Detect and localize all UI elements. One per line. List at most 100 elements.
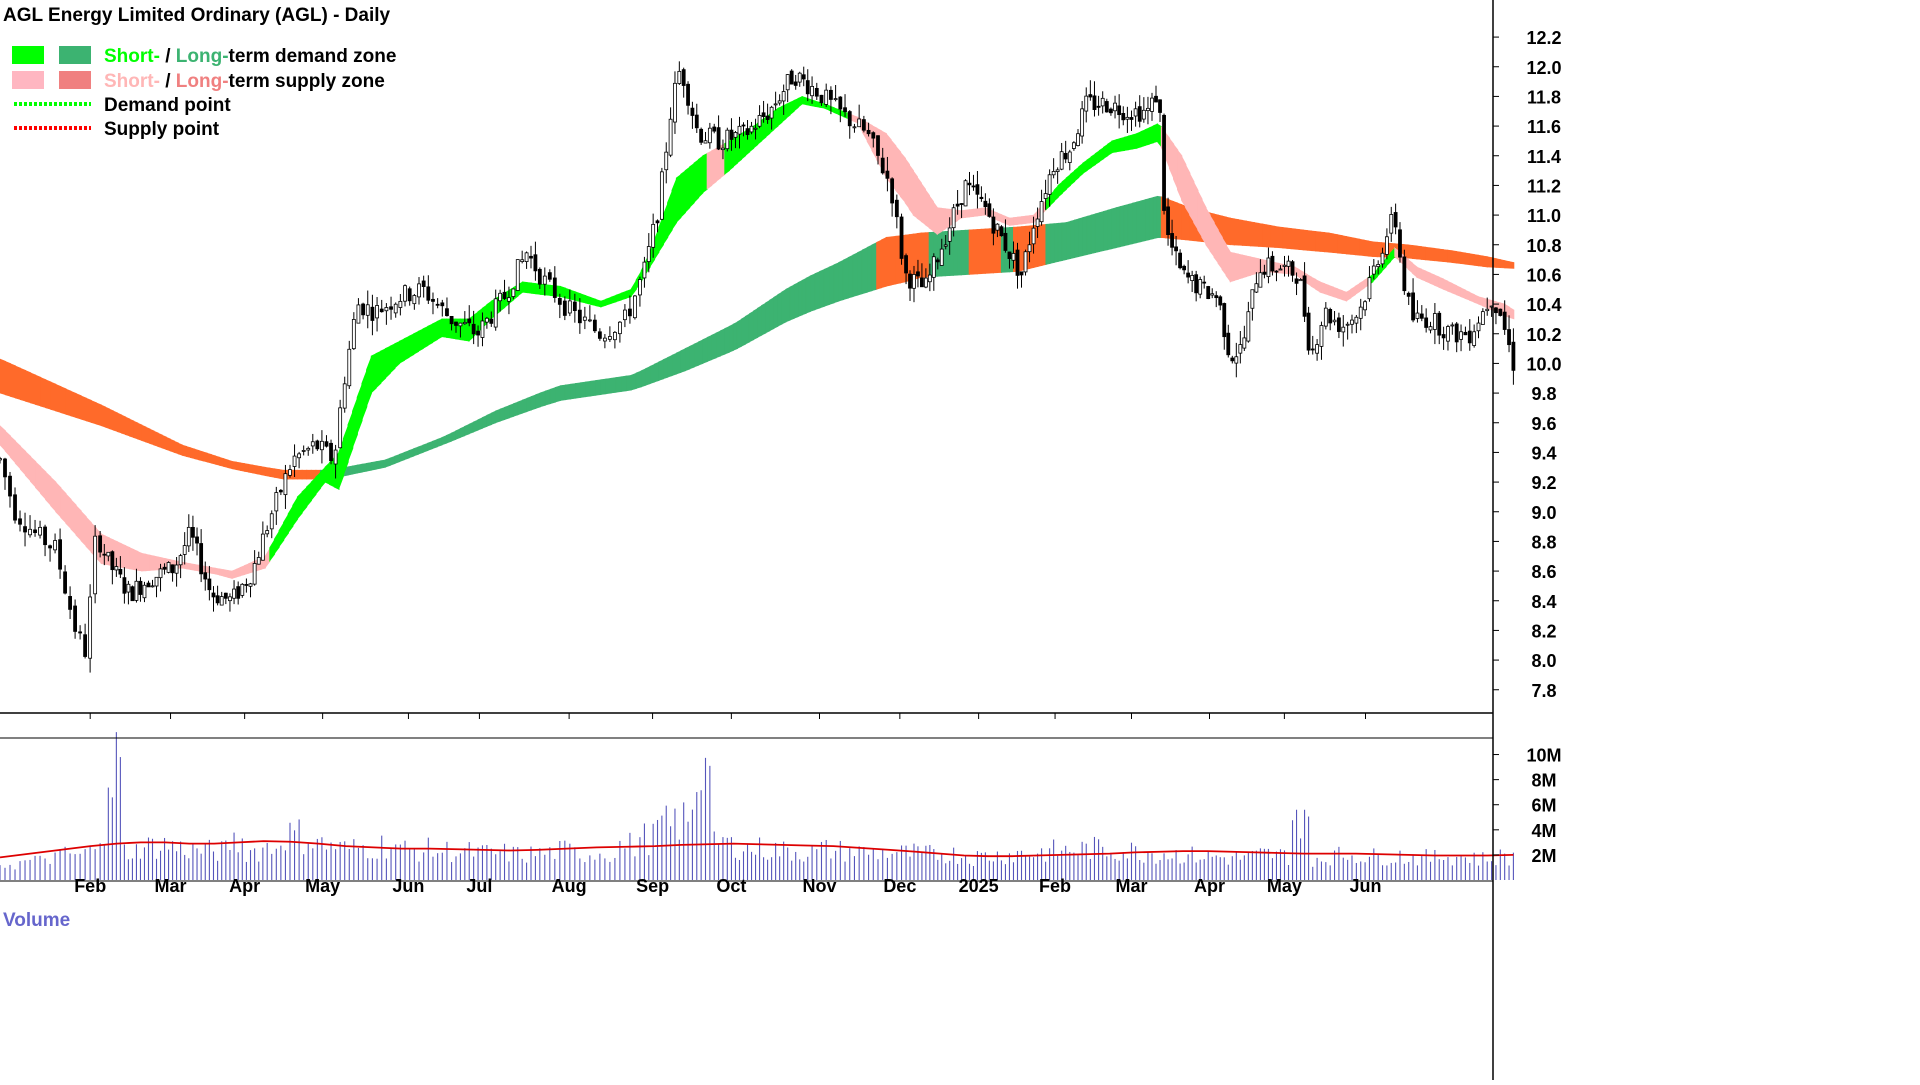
candle-body-up — [1350, 319, 1354, 325]
volume-layer — [0, 732, 1514, 880]
candle-body-up — [757, 115, 762, 127]
candle-body-down — [1306, 312, 1311, 351]
candle-body-down — [1230, 357, 1235, 362]
candle-body-up — [1059, 151, 1064, 170]
candle-body-up — [707, 127, 712, 144]
short-term-zone-segment — [1508, 306, 1515, 320]
candle-body-down — [236, 586, 241, 599]
short-term-zone-segment — [315, 471, 322, 496]
candle-body-down — [1154, 95, 1158, 103]
candle-body-up — [1113, 102, 1117, 112]
short-term-zone-segment — [697, 155, 704, 199]
short-term-zone-segment — [1098, 146, 1105, 163]
short-term-zone-segment — [785, 101, 791, 120]
candle-body-up — [178, 555, 183, 566]
candle-body-up — [753, 127, 758, 130]
candle-body-up — [1031, 227, 1036, 245]
candle-body-up — [498, 292, 503, 302]
candle-body-up — [797, 72, 802, 83]
candle-body-up — [703, 140, 708, 144]
short-term-zone-segment — [936, 207, 942, 235]
candle-body-down — [871, 132, 876, 139]
candle-body-down — [1186, 272, 1191, 278]
candle-body-down — [761, 112, 766, 117]
candle-body-down — [471, 323, 476, 335]
price-tick-label: 11.0 — [1527, 206, 1561, 226]
candle-body-down — [1214, 295, 1219, 299]
candle-body-down — [63, 571, 67, 594]
volume-tick-label: 4M — [1531, 821, 1556, 841]
candle-body-down — [979, 196, 984, 200]
candle-body-down — [1019, 271, 1024, 276]
candle-body-up — [283, 473, 288, 496]
candle-body-up — [1125, 116, 1130, 120]
candle-body-down — [592, 319, 597, 332]
candle-body-down — [1419, 313, 1424, 319]
price-tick-label: 11.8 — [1527, 87, 1561, 107]
short-term-zone-segment — [342, 424, 349, 476]
time-tick-label: Oct — [716, 876, 746, 896]
short-term-zone-segment — [269, 538, 276, 563]
candle-body-up — [28, 528, 32, 536]
candle-body-down — [195, 536, 199, 544]
candle-body-down — [1222, 303, 1227, 338]
candle-body-down — [829, 89, 833, 100]
candle-body-up — [1100, 97, 1105, 107]
short-term-zone-segment — [1341, 290, 1348, 302]
candle-body-up — [351, 319, 356, 350]
candle-body-down — [694, 114, 699, 129]
candle-body-down — [146, 582, 151, 588]
short-term-zone-segment — [706, 150, 713, 190]
time-tick-label: Jun — [392, 876, 424, 896]
candle-body-down — [745, 128, 750, 136]
short-term-zone-segment — [1074, 166, 1080, 183]
candle-body-up — [515, 259, 520, 291]
short-term-zone-segment — [719, 142, 726, 179]
candle-body-up — [1210, 293, 1215, 296]
candle-body-up — [1198, 279, 1203, 295]
candle-body-down — [1294, 278, 1299, 284]
time-tick-label: Feb — [1039, 876, 1071, 896]
axes-layer: 12.2 12.0 11.8 11.6 11.4 11.2 11.0 10.8 10.6 10.4… — [0, 0, 1562, 1080]
short-term-zone-segment — [296, 491, 303, 520]
candle-body-up — [673, 82, 677, 123]
candle-body-up — [1371, 265, 1376, 275]
short-term-zone-segment — [680, 169, 686, 219]
candle-body-up — [642, 261, 647, 279]
legend-label-part: Short- — [104, 46, 160, 67]
candle-body-down — [1174, 246, 1178, 252]
candle-body-up — [931, 256, 936, 278]
short-term-zone-segment — [1381, 257, 1387, 273]
candle-body-down — [1003, 232, 1008, 251]
candle-body-up — [785, 74, 790, 91]
chart-title: AGL Energy Limited Ordinary (AGL) - Dail… — [3, 5, 391, 26]
candle-body-down — [987, 203, 992, 217]
candle-body-down — [502, 291, 507, 299]
candle-body-down — [529, 255, 533, 259]
time-tick-label: Sep — [636, 876, 669, 896]
candle-body-up — [749, 125, 754, 133]
candle-body-down — [191, 526, 195, 538]
candle-body-up — [773, 103, 778, 106]
candle-body-up — [269, 513, 274, 530]
candle-body-up — [1011, 253, 1016, 261]
candle-body-up — [777, 100, 782, 104]
candle-body-down — [1398, 229, 1402, 258]
candle-body-up — [150, 585, 155, 588]
candle-body-down — [655, 220, 660, 224]
candle-body-down — [861, 119, 866, 131]
short-term-zone-segment — [630, 278, 637, 298]
candle-body-up — [1133, 108, 1138, 117]
short-term-zone-segment — [370, 353, 377, 394]
candle-body-down — [244, 584, 249, 586]
candle-body-down — [33, 529, 37, 534]
candle-body-down — [712, 126, 717, 132]
time-tick-label: Dec — [883, 876, 916, 896]
price-tick-label: 9.2 — [1531, 473, 1556, 493]
candle-body-up — [1446, 326, 1450, 342]
candle-body-up — [166, 562, 171, 573]
candle-body-down — [1302, 275, 1307, 317]
candle-body-down — [843, 107, 847, 113]
candle-body-down — [83, 634, 88, 657]
